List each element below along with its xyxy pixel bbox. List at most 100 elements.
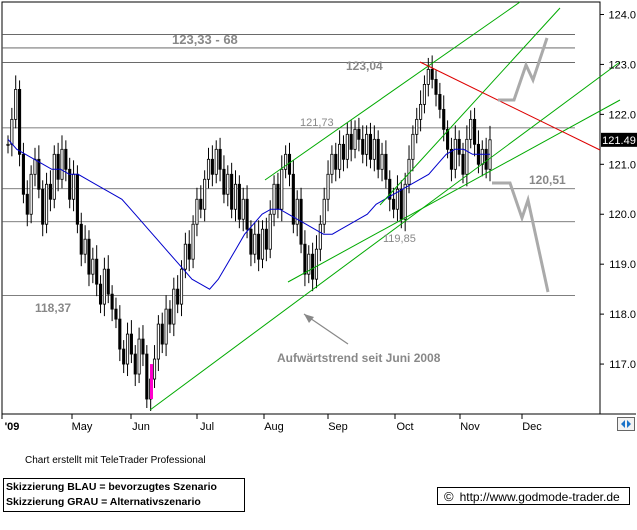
x-tick-label: Jul bbox=[200, 421, 214, 433]
created-with-note: Chart erstellt mit TeleTrader Profession… bbox=[25, 455, 206, 466]
candle bbox=[422, 84, 427, 105]
candle bbox=[187, 243, 191, 260]
candle bbox=[334, 153, 338, 170]
candle bbox=[399, 188, 403, 220]
candle bbox=[195, 198, 199, 225]
annotation-label: 119,85 bbox=[383, 233, 416, 245]
x-tick-label: Sep bbox=[328, 421, 348, 433]
y-tick-label: 123.0 bbox=[608, 59, 636, 71]
candle bbox=[291, 173, 295, 225]
candle bbox=[164, 308, 168, 345]
candle bbox=[141, 338, 145, 355]
candle bbox=[322, 198, 326, 225]
candle bbox=[345, 133, 349, 160]
scenario-down-line bbox=[492, 181, 550, 293]
scenario-up-line bbox=[498, 37, 549, 102]
candle bbox=[214, 148, 218, 175]
candle bbox=[384, 153, 388, 180]
annotation-label: 123,04 bbox=[346, 59, 383, 73]
trend-channel-line bbox=[379, 7, 561, 206]
last-price-label: 121.49 bbox=[602, 135, 636, 147]
candle bbox=[260, 228, 265, 260]
x-tick-label: Jun bbox=[132, 421, 150, 433]
candle bbox=[461, 153, 465, 175]
candle bbox=[98, 283, 103, 305]
candle bbox=[137, 338, 141, 375]
candle bbox=[230, 173, 234, 210]
candle bbox=[156, 323, 160, 360]
candle bbox=[179, 268, 184, 305]
candle bbox=[87, 238, 91, 275]
candle bbox=[125, 333, 130, 365]
candle bbox=[287, 153, 292, 175]
candle bbox=[295, 198, 299, 225]
candle bbox=[114, 308, 118, 320]
x-tick-label: Dec bbox=[522, 421, 542, 433]
candle bbox=[484, 148, 488, 170]
candle bbox=[237, 183, 241, 220]
candle bbox=[403, 183, 407, 220]
trend-channel-line bbox=[264, 1, 521, 181]
candle bbox=[438, 93, 442, 110]
last-price-box bbox=[601, 132, 637, 147]
candle bbox=[218, 148, 222, 170]
candle bbox=[68, 168, 72, 200]
candle bbox=[449, 148, 453, 170]
candle bbox=[233, 183, 238, 210]
candle bbox=[392, 198, 396, 210]
y-tick-label: 119.0 bbox=[609, 259, 636, 271]
candle bbox=[6, 143, 10, 146]
candle bbox=[376, 138, 380, 170]
candle bbox=[349, 133, 353, 150]
candle bbox=[430, 69, 434, 80]
candle bbox=[83, 238, 87, 255]
candle bbox=[206, 158, 211, 180]
candle bbox=[338, 143, 342, 170]
candle bbox=[60, 148, 64, 180]
source-link[interactable]: © http://www.godmode-trader.de bbox=[437, 487, 630, 505]
x-tick-label: May bbox=[72, 421, 93, 433]
candle bbox=[110, 293, 114, 310]
candle bbox=[314, 248, 319, 280]
legend-gray: Skizzierung GRAU = Alternativszenario bbox=[6, 496, 201, 508]
candle bbox=[48, 183, 52, 200]
candle bbox=[102, 268, 106, 305]
candle bbox=[21, 153, 25, 195]
candle bbox=[160, 323, 164, 345]
candle bbox=[284, 153, 288, 170]
candle bbox=[79, 223, 83, 255]
annotation-label: 120,51 bbox=[529, 173, 566, 187]
candle bbox=[56, 153, 60, 180]
annotation-label: 118,37 bbox=[35, 301, 71, 315]
candle bbox=[395, 188, 400, 210]
candle bbox=[419, 103, 423, 120]
candle bbox=[37, 158, 41, 190]
candle bbox=[341, 143, 346, 160]
candle bbox=[365, 133, 369, 155]
candle bbox=[249, 228, 253, 255]
candle bbox=[95, 258, 99, 285]
candle bbox=[380, 153, 384, 170]
candle bbox=[122, 348, 126, 365]
candle bbox=[465, 138, 469, 175]
moving-average-line bbox=[7, 138, 490, 290]
candle bbox=[25, 193, 29, 215]
candle bbox=[253, 233, 257, 255]
candle bbox=[226, 173, 230, 195]
source-url[interactable]: http://www.godmode-trader.de bbox=[459, 490, 620, 504]
x-tick-label: '09 bbox=[5, 421, 20, 433]
candle bbox=[45, 183, 49, 225]
highlight-candle bbox=[150, 364, 153, 400]
candle bbox=[176, 288, 180, 305]
candle bbox=[33, 158, 37, 175]
candle bbox=[272, 183, 276, 215]
y-tick-label: 124.0 bbox=[608, 9, 636, 21]
candle bbox=[199, 198, 203, 210]
y-tick-label: 118.0 bbox=[609, 309, 636, 321]
scroll-arrows-icon[interactable] bbox=[617, 417, 635, 431]
candle bbox=[75, 173, 79, 225]
candle bbox=[426, 69, 430, 85]
candle bbox=[434, 79, 438, 95]
candle bbox=[145, 353, 149, 400]
